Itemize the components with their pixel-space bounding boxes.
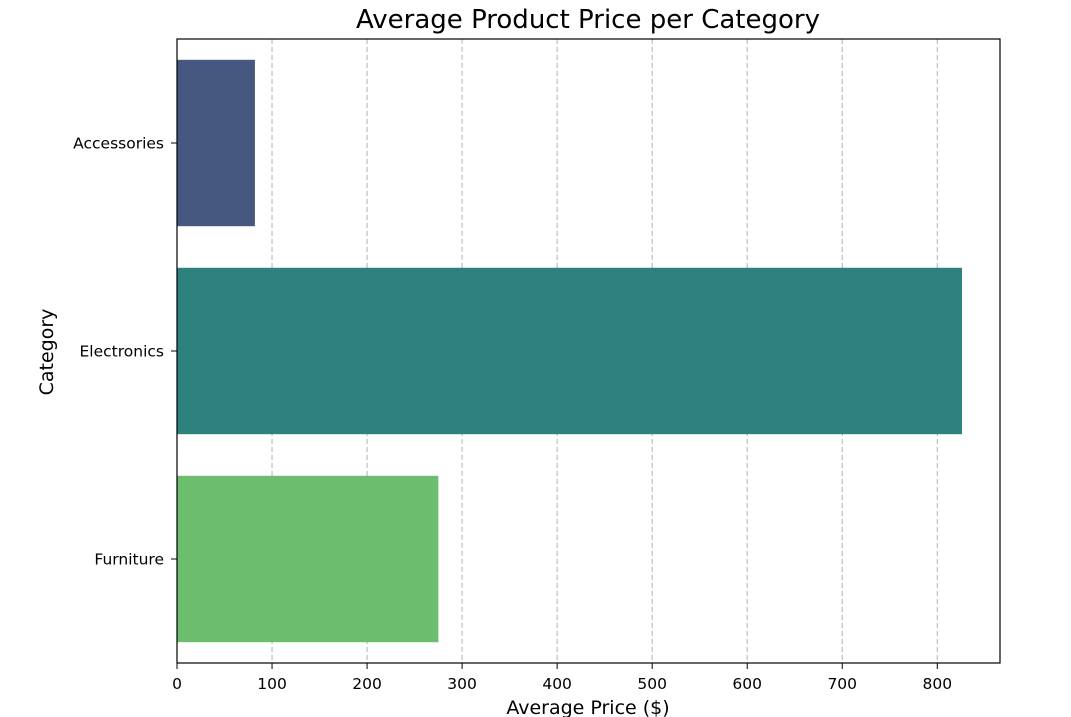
x-tick-label: 400 <box>542 675 572 693</box>
x-tick-label: 500 <box>637 675 667 693</box>
chart-title: Average Product Price per Category <box>356 5 820 35</box>
bar-furniture <box>177 475 439 643</box>
y-tick-label-electronics: Electronics <box>80 343 164 361</box>
x-axis-ticks: 0 100 200 300 400 500 600 700 800 <box>172 663 952 693</box>
y-tick-label-accessories: Accessories <box>73 135 164 153</box>
x-tick-label: 700 <box>827 675 857 693</box>
x-tick-label: 200 <box>352 675 382 693</box>
bar-accessories <box>177 59 255 227</box>
bar-electronics <box>177 267 962 435</box>
x-axis-label: Average Price ($) <box>506 697 669 717</box>
y-axis-label: Category <box>36 309 58 396</box>
x-tick-label: 600 <box>732 675 762 693</box>
y-axis-ticks: Accessories Electronics Furniture <box>73 135 177 569</box>
x-tick-label: 300 <box>447 675 477 693</box>
x-tick-label: 800 <box>922 675 952 693</box>
y-tick-label-furniture: Furniture <box>94 551 164 569</box>
x-tick-label: 100 <box>257 675 287 693</box>
x-tick-label: 0 <box>172 675 182 693</box>
bars-layer <box>177 59 962 643</box>
